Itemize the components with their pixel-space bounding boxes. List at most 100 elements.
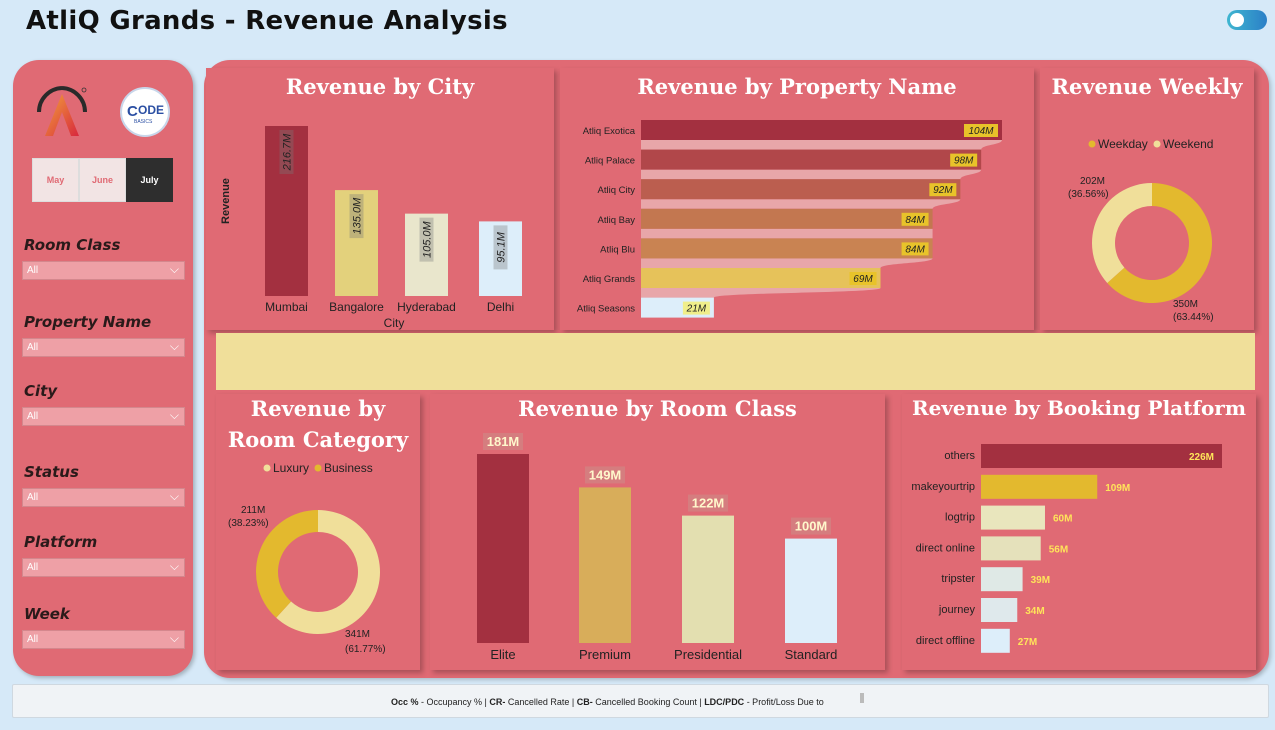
platform-data-label: 56M <box>1049 544 1068 555</box>
atliq-logo-icon <box>36 86 88 136</box>
footer-desc: - Profit/Loss Due to <box>744 697 824 707</box>
platform-bar <box>981 536 1041 561</box>
property-ribbon <box>641 258 933 268</box>
property-ribbon <box>641 169 982 180</box>
city-bar <box>335 190 378 296</box>
city-bar <box>479 221 522 296</box>
platform-data-label: 226M <box>1189 452 1214 463</box>
chevron-down-icon: ⌵ <box>169 262 179 276</box>
city-data-label: 216.7M <box>282 133 294 172</box>
property-bar <box>641 238 933 259</box>
card-title-line1: Revenue by <box>250 396 386 421</box>
city-bar <box>405 213 448 296</box>
city-label: City <box>24 382 58 400</box>
kpi-band <box>216 333 1255 390</box>
platform-chart-card: Revenue by Booking Platform 226M others 10… <box>902 394 1256 670</box>
platform-tick-label: direct online <box>916 542 975 554</box>
logo-c: C <box>127 103 138 120</box>
card-title: Revenue by Booking Platform <box>911 396 1247 420</box>
city-data-label-bg <box>279 130 294 174</box>
weekly-legend-marker <box>1088 140 1096 148</box>
month-july-button[interactable]: July <box>126 158 173 202</box>
card-title: Revenue by Property Name <box>637 74 957 99</box>
platform-data-label: 34M <box>1025 606 1044 617</box>
status-select[interactable]: All ⌵ <box>22 488 185 507</box>
select-value: All <box>27 562 39 573</box>
platform-chart: 226M others 109M makeyourtrip 60M logtrip 56M d… <box>911 444 1222 653</box>
property-data-label-bg <box>901 242 929 256</box>
property-name-select[interactable]: All ⌵ <box>22 338 185 357</box>
city-x-axis-label: City <box>384 316 405 330</box>
room-class-select[interactable]: All ⌵ <box>22 261 185 280</box>
roomcat-legend-label: Business <box>324 461 373 475</box>
footer-key: Occ % <box>391 697 419 707</box>
city-tick-label: Mumbai <box>265 300 308 314</box>
codebasics-logo-icon: C ODE BASICS <box>120 87 170 137</box>
scroll-handle[interactable] <box>860 693 864 703</box>
platform-tick-label: logtrip <box>945 512 975 524</box>
month-label: July <box>140 175 159 185</box>
room-class-data-label-bg <box>688 494 728 512</box>
platform-tick-label: direct offline <box>916 635 975 647</box>
property-data-label-bg <box>964 124 998 137</box>
toggle-knob <box>1230 13 1244 27</box>
property-data-label-bg <box>849 272 877 285</box>
weekly-legend-label: Weekend <box>1163 137 1213 151</box>
filter-sidebar: C ODE BASICS May June July Room Class Al… <box>13 60 193 676</box>
weekly-chart: Weekday Weekend 202M (36.56%) 350M (63.44%) <box>1068 137 1214 323</box>
property-data-label: 84M <box>905 244 925 255</box>
weekly-slice-percent: (63.44%) <box>1173 312 1214 323</box>
property-tick-label: Atliq Blu <box>600 244 635 255</box>
room-class-bar <box>785 538 837 643</box>
property-data-label-bg <box>682 301 710 315</box>
property-tick-label: Atliq Seasons <box>577 304 635 315</box>
footer-key: LDC/PDC <box>704 697 745 707</box>
property-ribbon <box>641 199 961 209</box>
roomcat-slice <box>276 510 380 634</box>
city-data-label: 135.0M <box>352 197 364 235</box>
footer-key: CB- <box>576 697 593 707</box>
weekly-chart-card: Revenue Weekly Weekday Weekend 202M (36.56%… <box>1040 68 1254 330</box>
platform-bar <box>981 598 1018 622</box>
property-ribbon <box>641 228 933 239</box>
property-bar <box>641 208 933 229</box>
platform-bar <box>981 474 1098 499</box>
month-may-button[interactable]: May <box>32 158 79 202</box>
theme-toggle[interactable] <box>1227 10 1267 30</box>
property-tick-label: Atliq City <box>598 185 636 196</box>
city-select[interactable]: All ⌵ <box>22 407 185 426</box>
platform-tick-label: tripster <box>941 573 975 585</box>
city-data-label-bg <box>349 194 364 239</box>
property-bar <box>641 120 1002 140</box>
room-class-tick-label: Elite <box>490 647 515 662</box>
card-title-line2: Room Category <box>227 427 409 452</box>
chevron-down-icon: ⌵ <box>169 631 179 645</box>
platform-bar <box>981 505 1045 530</box>
roomcat-slice-percent: (61.77%) <box>345 644 386 655</box>
property-ribbon <box>641 140 1002 150</box>
month-june-button[interactable]: June <box>79 158 126 202</box>
city-tick-label: Delhi <box>487 300 514 314</box>
footer-text: Occ % - Occupancy % | CR- Cancelled Rate… <box>391 697 824 707</box>
month-label: May <box>46 175 65 185</box>
room-class-data-label-bg <box>483 433 523 450</box>
room-category-chart-card: Revenue by Room Category Luxury Business 2… <box>216 394 420 670</box>
room-class-tick-label: Premium <box>579 647 631 662</box>
city-tick-label: Bangalore <box>329 300 384 314</box>
weekly-legend-label: Weekday <box>1098 137 1148 151</box>
property-chart: 104M Atliq Exotica 98M Atliq Palace 92M Atliq… <box>577 120 1002 318</box>
roomcat-legend-marker <box>314 464 322 472</box>
property-data-label: 104M <box>968 126 994 137</box>
footer-desc: Cancelled Rate | <box>505 697 577 707</box>
room-class-data-label: 100M <box>795 519 828 534</box>
footer-desc: Cancelled Booking Count | <box>592 697 705 707</box>
city-chart-card: Revenue by City 216.7M Mumbai 135.0M Bangal… <box>206 68 554 330</box>
property-bar <box>641 179 961 200</box>
property-tick-label: Atliq Bay <box>598 215 636 226</box>
select-value: All <box>27 634 39 645</box>
platform-select[interactable]: All ⌵ <box>22 558 185 577</box>
property-data-label: 84M <box>905 215 925 226</box>
room-class-label: Room Class <box>24 236 121 254</box>
week-select[interactable]: All ⌵ <box>22 630 185 649</box>
platform-tick-label: others <box>944 450 975 462</box>
